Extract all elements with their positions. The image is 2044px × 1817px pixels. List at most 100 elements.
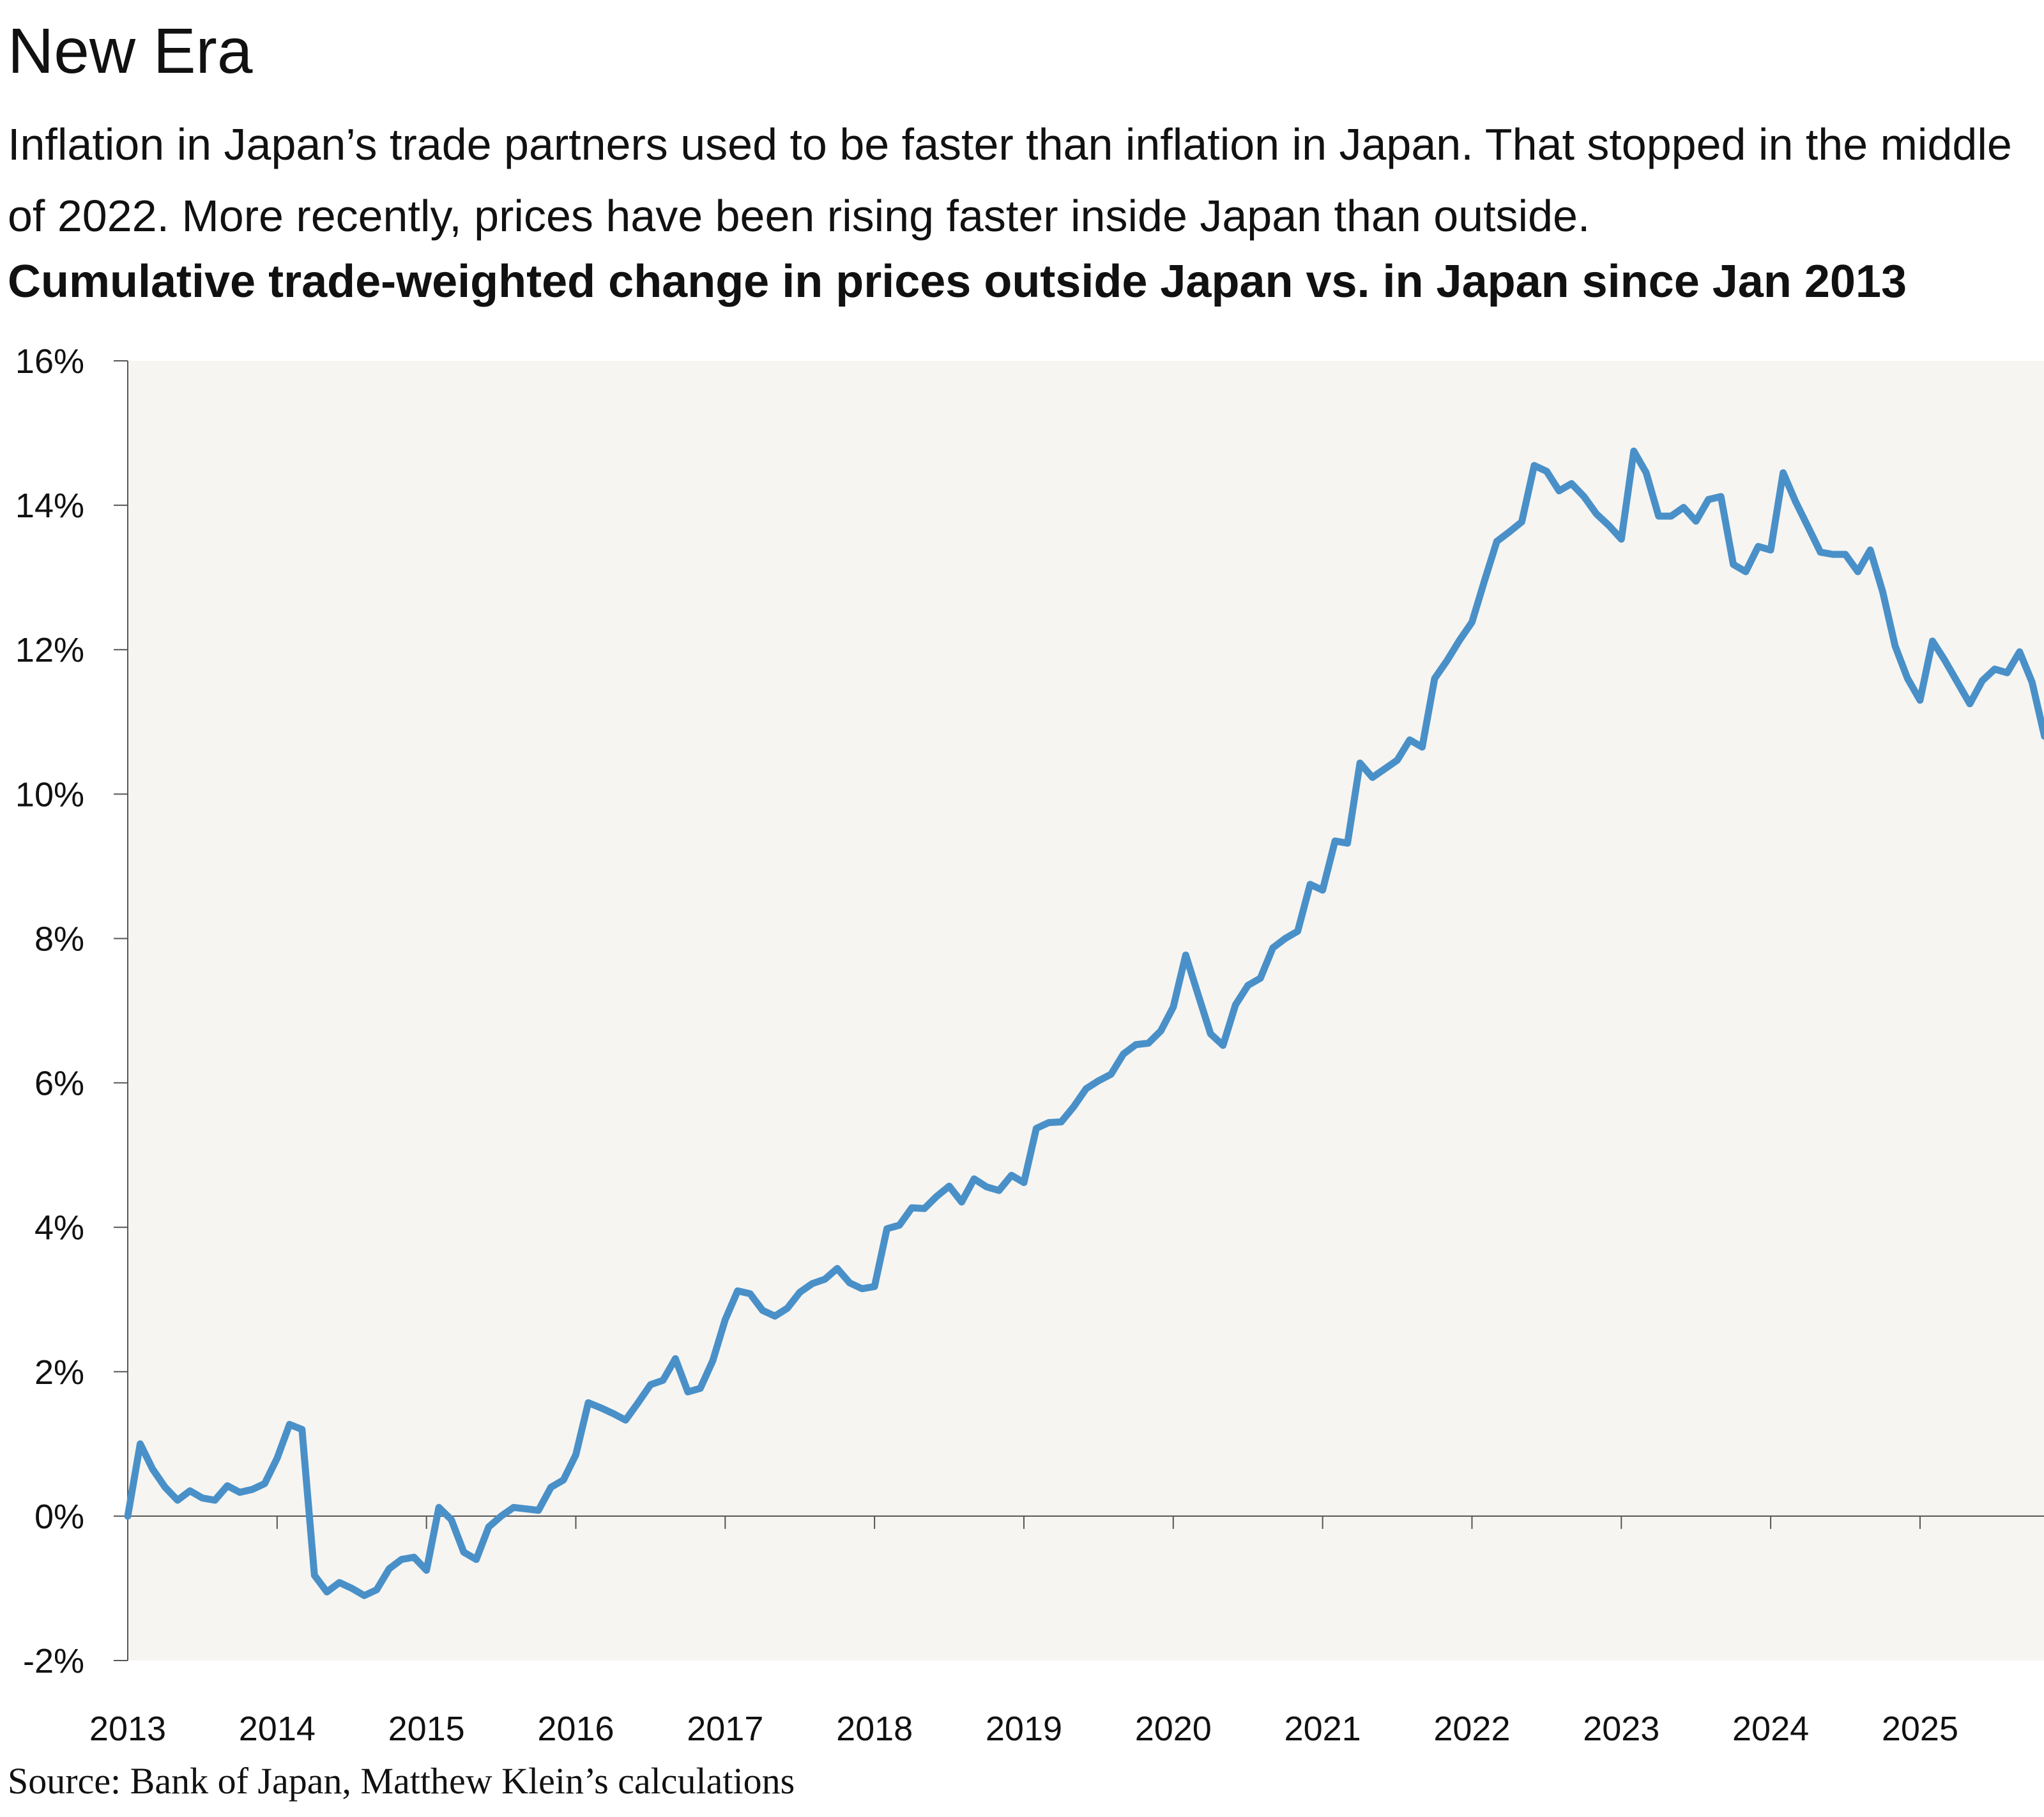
- data-point: [1357, 759, 1364, 766]
- data-point: [2016, 648, 2023, 655]
- data-point: [971, 1175, 977, 1182]
- data-point: [547, 1484, 554, 1491]
- data-point: [1456, 637, 1463, 644]
- x-tick-label: 2014: [239, 1710, 316, 1748]
- data-point: [1095, 1077, 1102, 1084]
- data-point: [1842, 551, 1849, 558]
- data-point: [1008, 1172, 1015, 1179]
- source-note: Source: Bank of Japan, Matthew Klein’s c…: [8, 1760, 795, 1802]
- data-point: [1580, 493, 1587, 500]
- data-point: [2004, 669, 2011, 676]
- x-tick-label: 2023: [1583, 1710, 1659, 1748]
- data-point: [1867, 547, 1873, 554]
- data-point: [1244, 982, 1251, 989]
- data-point: [1892, 642, 1898, 650]
- data-point: [1954, 679, 1961, 686]
- y-tick-label: 10%: [15, 775, 84, 814]
- data-point: [236, 1489, 243, 1496]
- data-point: [684, 1388, 691, 1395]
- data-point: [1593, 510, 1600, 517]
- data-point: [1045, 1119, 1052, 1126]
- data-point: [1879, 588, 1886, 595]
- data-point: [1506, 528, 1513, 535]
- x-ticks: 2013 2014 2015 2016 2017 2018 2019 2020 2021 2022…: [89, 1516, 1958, 1748]
- data-point: [1319, 886, 1326, 893]
- data-point: [485, 1523, 492, 1530]
- data-point: [659, 1377, 666, 1384]
- data-point: [149, 1466, 156, 1473]
- y-tick-label: 4%: [34, 1209, 84, 1247]
- y-tick-label: 2%: [34, 1353, 84, 1392]
- data-point: [1269, 945, 1276, 952]
- data-point: [797, 1289, 804, 1296]
- data-point: [846, 1279, 853, 1286]
- x-tick-label: 2017: [687, 1710, 763, 1748]
- data-point: [958, 1199, 965, 1206]
- data-point: [1966, 701, 1973, 707]
- data-point: [1444, 657, 1451, 664]
- data-point: [1133, 1041, 1140, 1048]
- data-points: [125, 448, 2044, 1599]
- data-point: [162, 1484, 169, 1491]
- data-point: [1481, 577, 1488, 584]
- data-point: [1431, 675, 1438, 682]
- chart-subtitle: Inflation in Japan’s trade partners used…: [8, 119, 2012, 241]
- data-point: [759, 1307, 766, 1314]
- data-point: [1817, 549, 1824, 556]
- data-point: [1605, 522, 1612, 529]
- data-point: [199, 1494, 206, 1501]
- data-point: [1718, 493, 1725, 500]
- data-point: [1655, 513, 1662, 520]
- data-point: [1767, 547, 1774, 554]
- data-point: [734, 1288, 741, 1295]
- x-tick-label: 2019: [986, 1710, 1062, 1748]
- data-point: [1083, 1085, 1090, 1092]
- data-point: [336, 1579, 343, 1586]
- data-point: [248, 1486, 256, 1493]
- data-point: [2029, 679, 2036, 686]
- data-point: [1693, 518, 1700, 524]
- data-point: [1555, 487, 1562, 494]
- data-point: [373, 1586, 380, 1593]
- data-point: [224, 1482, 231, 1489]
- data-point: [784, 1305, 791, 1312]
- data-point: [1070, 1103, 1077, 1110]
- data-point: [1618, 536, 1625, 543]
- data-point: [1643, 469, 1650, 476]
- data-point: [1419, 743, 1426, 750]
- data-point: [908, 1205, 915, 1212]
- data-point: [1170, 1003, 1177, 1010]
- data-point: [1407, 736, 1413, 743]
- data-point: [1854, 568, 1861, 575]
- data-point: [1804, 524, 1811, 530]
- data-point: [261, 1480, 268, 1487]
- data-point: [323, 1588, 330, 1595]
- data-point: [1033, 1125, 1040, 1132]
- data-point: [1369, 774, 1376, 781]
- data-point: [473, 1556, 480, 1563]
- data-point: [510, 1504, 517, 1511]
- data-point: [1929, 637, 1936, 644]
- data-point: [1568, 480, 1575, 487]
- data-point: [1157, 1028, 1164, 1035]
- data-point: [1294, 928, 1301, 935]
- data-point: [1394, 757, 1401, 764]
- data-point: [896, 1222, 903, 1229]
- data-point: [1282, 935, 1289, 942]
- data-point: [1991, 665, 1998, 673]
- data-point: [535, 1507, 542, 1514]
- data-point: [560, 1477, 567, 1484]
- x-tick-label: 2016: [537, 1710, 614, 1748]
- y-tick-label: 14%: [15, 487, 84, 525]
- y-tick-label: 6%: [34, 1065, 84, 1103]
- data-point: [398, 1556, 405, 1563]
- data-point: [1493, 538, 1500, 545]
- data-point: [273, 1455, 280, 1462]
- data-point: [1058, 1118, 1065, 1125]
- data-point: [1668, 513, 1675, 520]
- data-point: [461, 1549, 468, 1556]
- data-point: [1194, 991, 1201, 998]
- data-point: [585, 1399, 591, 1406]
- data-point: [1108, 1071, 1115, 1077]
